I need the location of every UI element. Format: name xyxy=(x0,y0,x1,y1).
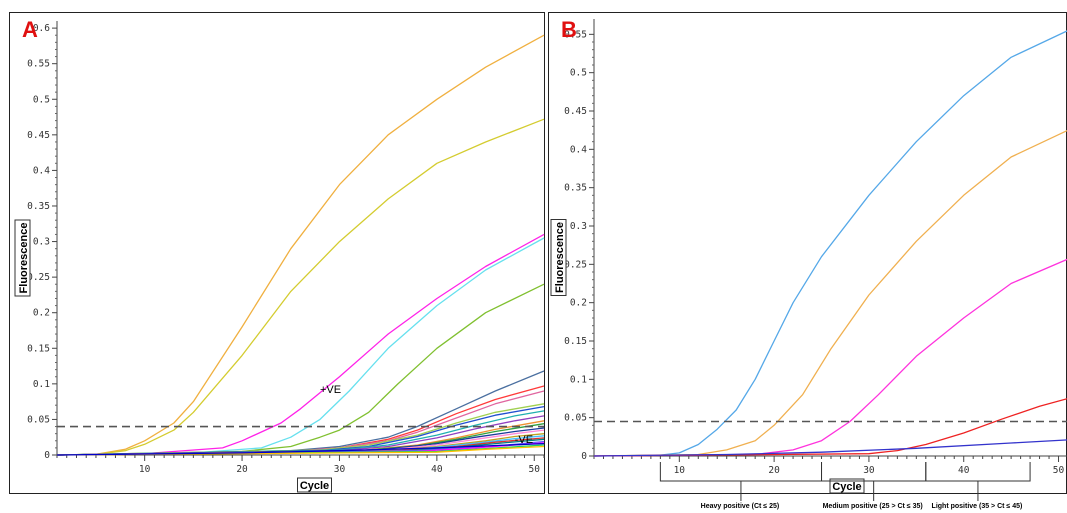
amplification-curve-4 xyxy=(593,398,1067,457)
y-tick-label: 0.45 xyxy=(27,130,50,141)
y-tick-label: 0.25 xyxy=(564,259,587,270)
y-tick-label: 0.55 xyxy=(564,29,587,40)
x-tick-label: 20 xyxy=(236,464,248,475)
amplification-curve-5 xyxy=(56,283,545,456)
category-bracket xyxy=(925,462,1031,482)
x-tick-label: 20 xyxy=(768,465,780,476)
y-tick-label: 0.05 xyxy=(27,414,50,425)
y-axis-title: Fluorescence xyxy=(554,222,566,293)
y-tick-label: 0.5 xyxy=(33,94,50,105)
chart-panel-b: 0 0.05 0.1 0.15 0.2 0.25 0.3 0.35 0.4 0.45 0.5 0.55… xyxy=(548,12,1067,501)
amplification-curve-1 xyxy=(56,34,545,456)
y-axis-title-group: Fluorescence xyxy=(550,219,567,296)
chart-panel-a: 0 0.05 0.1 0.15 0.2 0.25 0.3 0.35 0.4 0.45 0.5 0.55… xyxy=(9,12,545,494)
x-axis-title: Cycle xyxy=(832,481,861,493)
y-tick-label: 0 xyxy=(581,451,587,462)
category-label: Medium positive (25 > Ct ≤ 35) xyxy=(822,503,923,510)
y-tick-label: 0.45 xyxy=(564,106,587,117)
category-label: Heavy positive (Ct ≤ 25) xyxy=(700,503,780,510)
x-tick-label: 40 xyxy=(958,465,970,476)
panel-label-a: A xyxy=(22,17,38,42)
y-tick-label: 0.1 xyxy=(570,374,587,385)
x-tick-label: 10 xyxy=(139,464,151,475)
category-label: Light positive (35 > Ct ≤ 45) xyxy=(931,503,1023,510)
y-axis-title-box xyxy=(550,219,567,296)
y-tick-label: 0.4 xyxy=(33,165,50,176)
x-tick-label: 40 xyxy=(431,464,443,475)
amplification-curve-5 xyxy=(593,439,1067,457)
y-tick-label: 0.3 xyxy=(570,221,587,232)
amplification-curve-4 xyxy=(56,237,545,456)
amplification-curve-3 xyxy=(593,258,1067,457)
amplification-curve-2 xyxy=(593,129,1067,457)
x-tick-label: 30 xyxy=(863,465,875,476)
chart-b-svg: 0 0.05 0.1 0.15 0.2 0.25 0.3 0.35 0.4 0.45 0.5 0.55… xyxy=(550,19,1067,501)
chart-a-svg: 0 0.05 0.1 0.15 0.2 0.25 0.3 0.35 0.4 0.45 0.5 0.55… xyxy=(14,21,545,493)
amplification-curve-1 xyxy=(593,30,1067,457)
annotation-label: +VE xyxy=(320,384,341,396)
amplification-curve-2 xyxy=(56,118,545,456)
y-tick-label: 0.4 xyxy=(570,144,587,155)
amplification-curve-24 xyxy=(56,445,545,456)
y-tick-label: 0.5 xyxy=(570,68,587,79)
y-tick-label: 0.25 xyxy=(27,272,50,283)
y-axis-title-box xyxy=(14,219,31,297)
x-tick-label: 30 xyxy=(334,464,346,475)
y-tick-label: 0.55 xyxy=(27,59,50,70)
amplification-curve-3 xyxy=(56,233,545,456)
y-tick-label: 0.15 xyxy=(564,336,587,347)
x-tick-label: 50 xyxy=(529,464,541,475)
x-axis-title: Cycle xyxy=(300,480,329,492)
panel-label-b: B xyxy=(561,17,577,42)
y-tick-label: 0.35 xyxy=(564,183,587,194)
x-tick-label: 10 xyxy=(674,465,686,476)
x-axis-title-box xyxy=(297,477,332,493)
x-tick-label: 50 xyxy=(1053,465,1065,476)
y-tick-label: 0.35 xyxy=(27,201,50,212)
y-tick-label: 0.3 xyxy=(33,237,50,248)
y-tick-label: 0.1 xyxy=(33,379,50,390)
x-axis-title-box xyxy=(829,478,865,494)
annotation-label: -VE xyxy=(515,434,533,446)
y-tick-label: 0.05 xyxy=(564,413,587,424)
amplification-curve-25 xyxy=(56,442,545,456)
y-tick-label: 0.15 xyxy=(27,343,50,354)
y-axis-title-group: Fluorescence xyxy=(14,219,31,297)
y-tick-label: 0.2 xyxy=(570,298,587,309)
y-tick-label: 0.6 xyxy=(33,23,50,34)
y-tick-label: 0.2 xyxy=(33,308,50,319)
y-axis-title: Fluorescence xyxy=(18,223,30,294)
y-tick-label: 0 xyxy=(44,450,50,461)
